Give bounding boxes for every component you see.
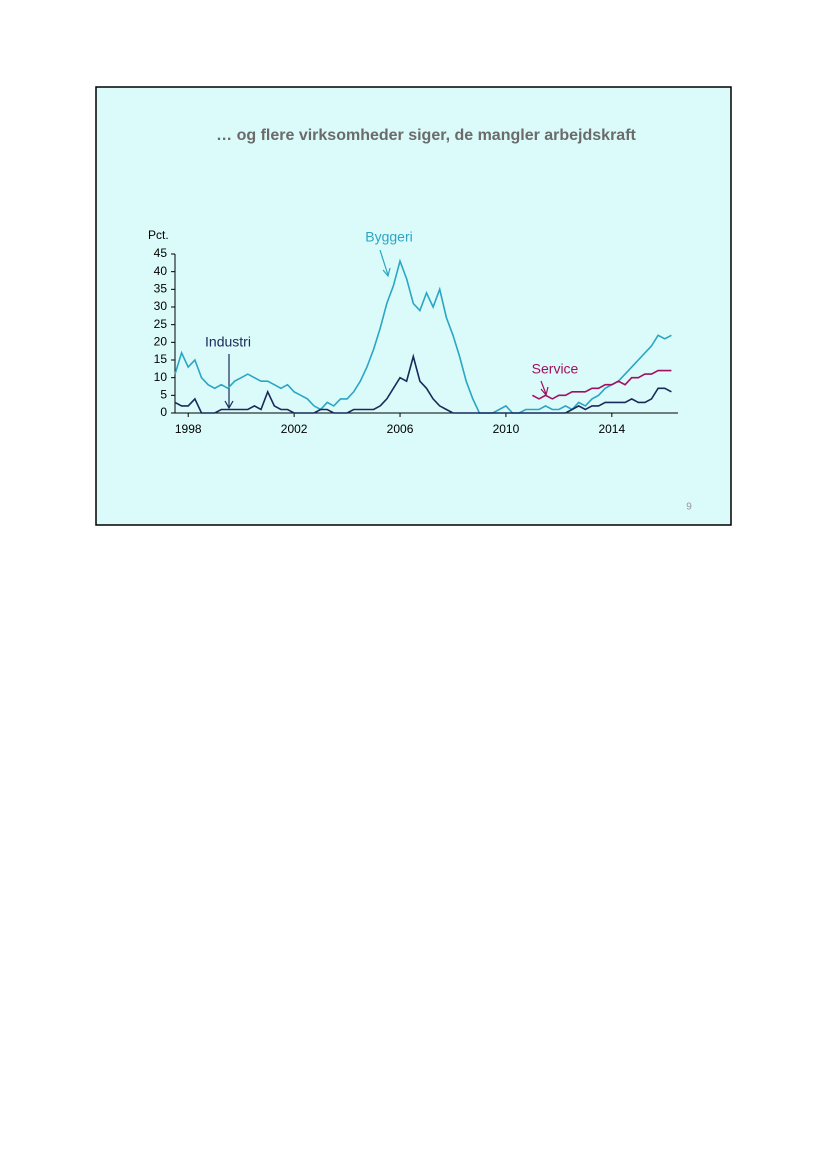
series-label: Industri [205, 334, 251, 350]
y-tick-label: 0 [160, 405, 167, 419]
x-tick-label: 1998 [175, 422, 202, 436]
chart-title: … og flere virksomheder siger, de mangle… [216, 127, 636, 144]
series-line [532, 369, 672, 400]
series-label: Service [532, 361, 579, 377]
y-tick-label: 15 [154, 352, 168, 366]
y-tick-label: 10 [154, 370, 168, 384]
x-tick-label: 2002 [281, 422, 308, 436]
series-line [174, 353, 672, 414]
y-tick-label: 35 [154, 282, 168, 296]
y-tick-label: 45 [154, 246, 168, 260]
x-tick-label: 2014 [598, 422, 625, 436]
series-label: Byggeri [365, 229, 412, 245]
arrow-head [382, 267, 391, 278]
arrow-head [224, 400, 234, 410]
y-axis-label: Pct. [148, 228, 169, 242]
y-tick-label: 40 [154, 264, 168, 278]
y-tick-label: 5 [160, 388, 167, 402]
arrow [540, 380, 547, 395]
series-line [174, 258, 672, 414]
x-tick-label: 2006 [387, 422, 414, 436]
y-tick-label: 20 [154, 335, 168, 349]
y-tick-label: 30 [154, 299, 168, 313]
slide [95, 86, 732, 526]
page-number: 9 [686, 502, 692, 513]
y-tick-label: 25 [154, 317, 168, 331]
x-tick-label: 2010 [493, 422, 520, 436]
arrow [379, 249, 389, 276]
